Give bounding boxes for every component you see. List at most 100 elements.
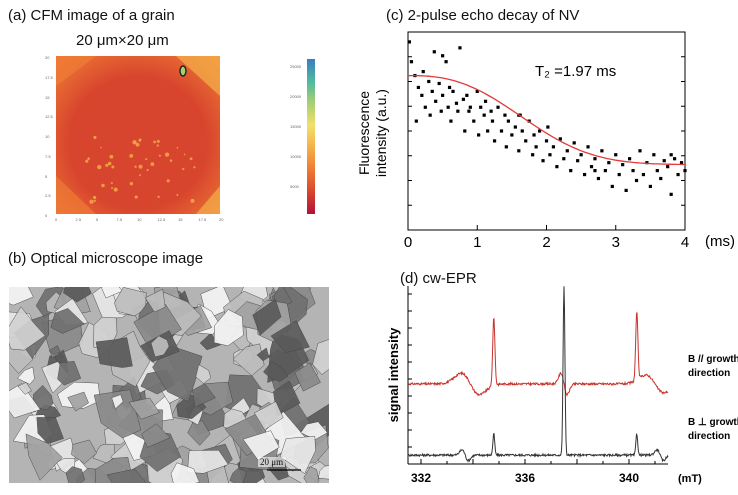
echo-data-point [641,172,646,177]
panel-a-subtitle: 20 μm×20 μm [76,32,169,49]
echo-fit-curve [408,74,685,166]
echo-data-point [449,119,453,123]
echo-data-point [439,109,443,113]
cfm-colorbar [307,59,315,214]
echo-data-point [531,153,535,157]
colorbar-tick-label: 10000 [290,154,302,159]
optical-grain [111,394,124,410]
optical-grain [150,335,170,358]
cfm-emitter [183,153,186,156]
echo-data-point [534,145,538,149]
optical-grain [273,380,301,417]
cfm-x-tick-label: 5 [96,217,99,222]
echo-data-point [506,119,511,123]
cfm-emitter [89,199,94,204]
echo-data-point [666,165,670,169]
echo-data-point [628,157,632,161]
cfm-emitter [101,183,105,188]
echo-data-point [461,97,465,101]
optical-grain [36,417,64,444]
echo-data-point [541,159,545,163]
cfm-emitter [93,135,97,140]
cfm-emitter [105,163,109,167]
optical-grain [213,309,244,347]
cfm-emitter [176,146,179,149]
echo-data-point [655,169,659,173]
echo-t2-annotation: T₂ =1.97 ms [535,63,616,80]
echo-data-point [467,109,471,113]
optical-grain [256,347,270,362]
epr-x-tick-label: 340 [619,471,639,485]
cfm-emitter [134,195,138,199]
echo-data-point [621,163,625,167]
echo-data-point [673,157,677,161]
echo-data-point [441,54,445,58]
optical-grain [128,397,160,420]
cfm-emitter [100,146,102,149]
optical-grain [17,381,32,395]
echo-data-point [482,113,486,117]
cfm-emitter [93,199,96,202]
cfm-x-tick-label: 0 [55,217,58,222]
echo-data-point [490,119,495,123]
echo-decay-chart: 0 1 2 3 4 T₂ =1.97 ms Fluorescence intensity (a… [356,31,735,251]
echo-data-point [472,119,476,123]
cfm-emitter [138,139,142,142]
echo-data-point [551,145,556,149]
cfm-emitter [146,169,149,172]
optical-grain [57,361,82,386]
optical-grain [252,299,282,336]
cfm-emitter [164,152,170,157]
echo-data-point [572,141,576,145]
echo-x-tick-label: 0 [404,234,412,251]
cfm-emitter [109,154,114,159]
optical-grain [25,433,63,481]
echo-data-point [430,89,434,93]
echo-data-point [669,153,673,157]
echo-data-point [504,145,508,149]
cw-epr-chart: 332 336 340 signal intensity (mT) B // growth… [386,286,738,485]
echo-x-unit-label: (ms) [705,233,735,250]
echo-data-point [600,149,604,153]
colorbar-tick-label: 5000 [290,184,299,189]
optical-grain [303,466,320,483]
optical-grain [9,306,46,351]
echo-data-point [546,125,550,129]
panel-b-title: (b) Optical microscope image [8,250,204,267]
panel-d-title: (d) cw-EPR [400,270,477,287]
echo-data-point [446,105,450,109]
echo-data-point [465,93,469,97]
echo-data-point [414,119,418,123]
cfm-y-tick-label: 17.5 [45,74,53,80]
optical-grain [199,332,222,351]
echo-data-point [662,159,666,163]
echo-data-point [638,149,642,153]
echo-data-point [409,60,414,64]
cfm-x-tick-label: 7.5 [116,217,123,222]
echo-data-point [456,109,460,113]
cfm-bright-corner [56,176,96,214]
cfm-emitter [193,166,196,169]
cfm-emitter [97,164,102,170]
optical-grain [195,364,212,384]
echo-data-point [437,81,441,86]
epr-trace1-label: B // growth [688,354,738,365]
echo-data-point [527,119,531,123]
echo-data-point [421,70,425,74]
echo-data-point [427,79,431,84]
optical-grain [106,468,147,483]
echo-data-point [659,176,663,181]
cfm-emitter [138,174,141,177]
echo-data-point [434,99,438,103]
optical-grain [65,466,85,483]
cfm-y-tick-label: 20 [45,55,50,60]
cfm-emitter [182,167,185,171]
optical-grain [300,421,328,440]
echo-data-point [477,133,481,137]
optical-grain [50,308,85,334]
optical-grain [63,287,92,303]
optical-grain [95,337,133,368]
echo-data-point [582,172,587,177]
echo-data-point [537,129,542,133]
optical-grain [9,287,34,306]
